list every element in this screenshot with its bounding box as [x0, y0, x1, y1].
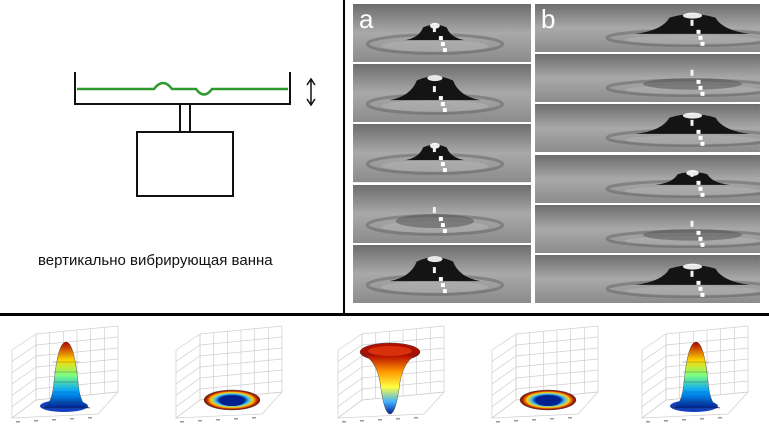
photo-frame-a-3	[353, 124, 531, 183]
photo-column-a: a	[353, 4, 531, 303]
photo-frame-a-2	[353, 64, 531, 123]
photo-frame-a-5	[353, 244, 531, 303]
surface-plot-row	[0, 318, 769, 429]
vibration-arrow-icon	[306, 77, 316, 107]
photo-frame-b-5	[535, 204, 760, 253]
surface-plot-4	[490, 325, 599, 423]
photo-frame-b-4	[535, 154, 760, 203]
horizontal-divider	[0, 313, 769, 316]
vertical-divider	[343, 0, 345, 313]
liquid-surface	[77, 81, 288, 96]
surface-plot-5	[640, 325, 749, 423]
shaker-box	[136, 131, 234, 197]
surface-plot-3	[336, 325, 445, 423]
shaker-post	[179, 103, 191, 133]
surface-plot-1	[10, 325, 119, 423]
panel-b-label: b	[541, 4, 556, 34]
photo-frame-a-4	[353, 184, 531, 243]
photo-frame-b-1	[535, 4, 760, 53]
photo-frame-b-3	[535, 104, 760, 153]
bath-caption: вертикально вибрирующая ванна	[38, 252, 273, 269]
photo-frame-a-1	[353, 4, 531, 63]
photo-frame-b-6	[535, 254, 760, 303]
photo-frame-b-2	[535, 54, 760, 103]
panel-a-label: a	[359, 4, 374, 34]
surface-plot-2	[174, 325, 283, 423]
photo-column-b: b	[535, 4, 760, 303]
bath-schematic	[74, 72, 316, 197]
